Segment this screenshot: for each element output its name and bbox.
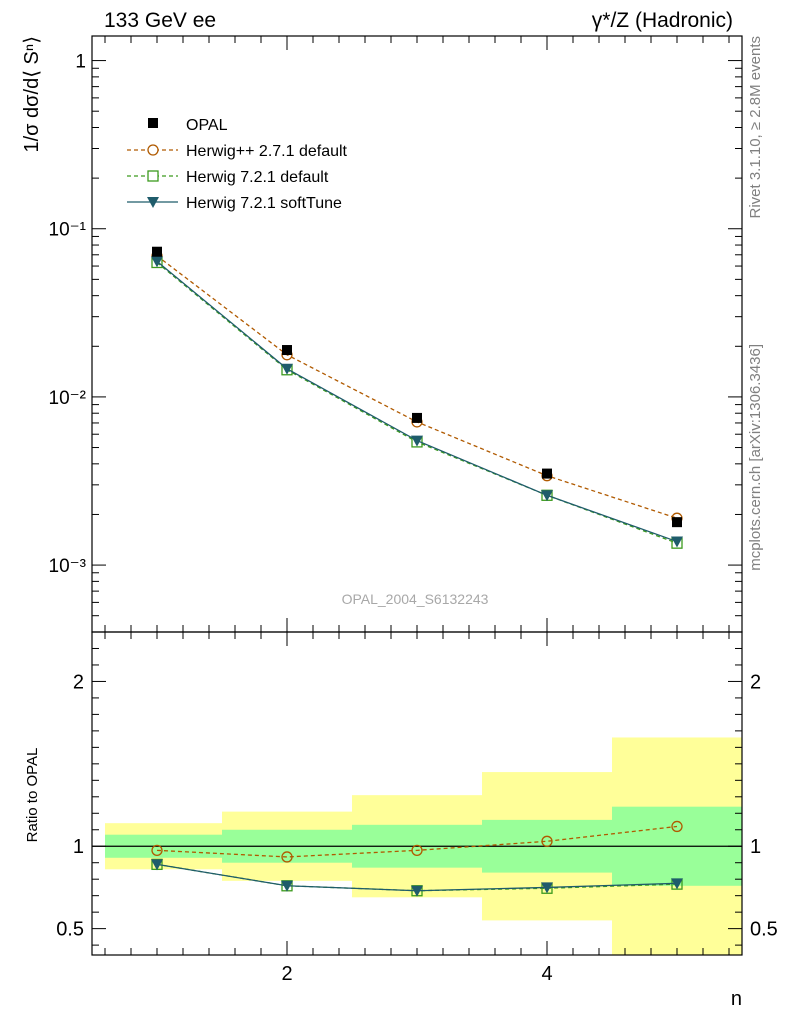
ratio-series-3-point-1 [151,859,163,871]
ratio-y-tick-label-right-1: 0.5 [750,919,778,941]
legend-entry-herwigpp: Herwig++ 2.7.1 default [127,143,348,160]
ratio-series-1-point-3 [411,844,423,857]
main-series-4-point-2 [282,345,292,356]
main-series-1 [151,250,683,524]
legend-marker-herwig-default [147,170,159,182]
ratio-uncertainty-bands [92,737,742,955]
main-series-3-point-1 [151,256,163,268]
main-series-2-line [156,261,678,544]
ratio-series-3-point-2 [281,880,293,892]
main-series-4-point-1 [152,246,162,257]
ratio-y-axis-title: Ratio to OPAL [24,748,41,843]
ratio-series-3 [151,859,683,897]
ratio-y-tick-label-left-1: 0.5 [56,919,84,941]
legend-entry-herwig-soft: Herwig 7.2.1 softTune [127,195,342,212]
legend-marker-opal [148,118,158,128]
ratio-series-1-point-1 [151,844,163,857]
main-y-tick-label-1: 1 [75,52,86,73]
legend-marker-herwigpp [147,144,159,156]
analysis-watermark: OPAL_2004_S6132243 [342,591,489,607]
main-series-4-point-3 [412,412,422,423]
header-left-label: 133 GeV ee [104,9,216,32]
main-series-3-point-4 [541,490,553,502]
main-series-4-point-4 [542,468,552,479]
legend-entry-herwig-default: Herwig 7.2.1 default [127,169,329,186]
main-series-1-line [156,255,678,519]
ratio-series-1-line [156,825,678,858]
ratio-series-1-point-4 [541,835,553,847]
main-y-axis-title: 1/σ dσ/d⟨ Sⁿ⟩ [21,36,43,153]
ratio-y-tick-label-right-2: 1 [750,836,761,858]
main-y-tick-label-4: 10⁻³ [49,556,87,577]
main-panel-series [151,246,683,549]
ratio-y-tick-label-left-2: 1 [73,836,84,858]
ratio-series-1-point-2 [281,851,293,863]
x-tick-label-2: 4 [541,963,552,985]
mcplots-credit-label: mcplots.cern.ch [arXiv:1306.3436] [747,344,764,571]
ratio-series-1 [151,820,683,863]
ratio-panel-series [151,820,683,897]
x-tick-label-1: 2 [281,963,292,985]
rivet-version-label: Rivet 3.1.10, ≥ 2.8M events [747,36,764,219]
ratio-y-tick-label-left-3: 2 [73,671,84,693]
main-series-3-point-3 [411,435,423,447]
ratio-series-3-point-5 [671,878,683,890]
main-series-4 [152,246,682,528]
ratio-y-tick-label-right-3: 2 [750,671,761,693]
legend-label-opal: OPAL [186,117,228,134]
legend-label-herwigpp: Herwig++ 2.7.1 default [186,143,348,160]
main-series-3-point-5 [671,536,683,548]
main-y-tick-label-3: 10⁻² [49,388,87,409]
legend-label-herwig-default: Herwig 7.2.1 default [186,169,329,186]
ratio-series-1-point-5 [671,820,683,833]
legend: OPAL Herwig++ 2.7.1 default Herwig 7.2.1… [127,117,348,212]
process-suffix: (Hadronic) [629,9,733,32]
process-symbol: γ*/Z [592,9,630,32]
main-series-3-line [156,260,678,543]
main-series-2 [151,256,683,549]
legend-entry-opal: OPAL [148,117,228,134]
legend-marker-herwig-soft [147,197,159,208]
axes-layer: 1 10⁻¹ 10⁻² 10⁻³ 2 4 0.5 0.5 1 1 2 2 [49,35,778,985]
main-y-tick-label-2: 10⁻¹ [49,220,87,241]
legend-label-herwig-soft: Herwig 7.2.1 softTune [186,195,342,212]
header-right-label: γ*/Z (Hadronic) [592,9,733,32]
main-series-3 [151,256,683,548]
main-series-3-point-2 [281,363,293,375]
x-axis-title: n [731,988,742,1010]
ratio-series-3-point-3 [411,885,423,897]
ratio-series-3-point-4 [541,882,553,894]
main-series-4-point-5 [672,517,682,528]
